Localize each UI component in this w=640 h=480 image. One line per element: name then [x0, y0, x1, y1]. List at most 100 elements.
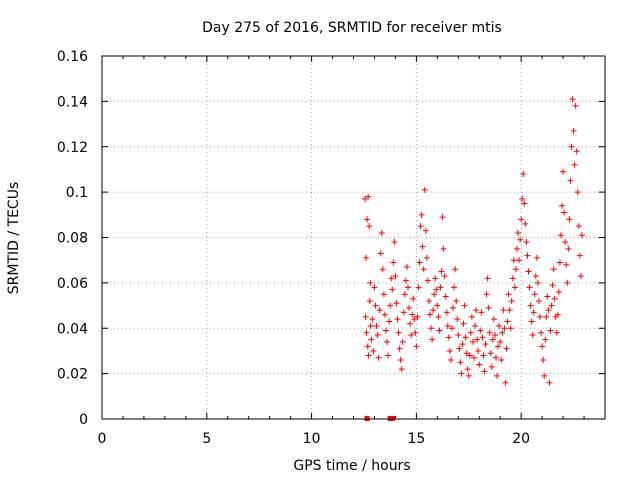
data-point [501, 325, 508, 332]
y-axis-ticks: 0 0.02 0.04 0.06 0.08 0.1 0.12 0.14 0.16 [57, 49, 605, 428]
data-point [439, 214, 446, 221]
data-point [557, 232, 564, 239]
data-point [411, 316, 418, 323]
data-point [523, 239, 530, 246]
data-point [534, 279, 541, 286]
data-point [524, 252, 531, 259]
y-tick-label: 0.06 [57, 276, 88, 292]
data-point [395, 329, 402, 336]
data-point [412, 329, 419, 336]
data-point [507, 325, 514, 332]
data-point [390, 259, 397, 266]
data-point [508, 298, 515, 305]
data-point [406, 304, 413, 311]
data-point [431, 291, 438, 298]
x-tick-label: 15 [407, 431, 425, 447]
data-point [505, 291, 512, 298]
data-point [494, 372, 501, 379]
data-point [489, 336, 496, 343]
data-point [482, 341, 489, 348]
data-point [446, 347, 453, 354]
x-axis-label: GPS time / hours [293, 458, 410, 474]
data-point [421, 186, 428, 193]
data-point [450, 304, 457, 311]
data-point [475, 347, 482, 354]
data-point [541, 372, 548, 379]
data-point [459, 341, 466, 348]
data-point [443, 309, 450, 316]
data-point [419, 243, 426, 250]
data-point [539, 343, 546, 350]
data-point [424, 277, 431, 284]
data-point [385, 352, 392, 359]
data-point [367, 322, 374, 329]
y-tick-label: 0.1 [66, 185, 88, 201]
data-point [491, 332, 498, 339]
data-point [403, 263, 410, 270]
data-point [467, 329, 474, 336]
data-point [519, 195, 526, 202]
data-point [469, 338, 476, 345]
data-point [362, 313, 369, 320]
data-point [528, 318, 535, 325]
chart-title: Day 275 of 2016, SRMTID for receiver mti… [202, 20, 502, 36]
data-point [381, 311, 388, 318]
data-point [559, 202, 566, 209]
data-point [365, 193, 372, 200]
data-point [490, 316, 497, 323]
data-point [573, 148, 580, 155]
data-point [455, 332, 462, 339]
data-point [425, 298, 432, 305]
data-point [544, 293, 551, 300]
data-point [436, 327, 443, 334]
data-point [387, 302, 394, 309]
data-point [529, 332, 536, 339]
data-point [574, 189, 581, 196]
data-point [401, 291, 408, 298]
data-point [571, 161, 578, 168]
data-point [433, 286, 440, 293]
x-tick-label: 0 [98, 431, 107, 447]
data-point [480, 352, 487, 359]
data-point [371, 284, 378, 291]
data-point [530, 309, 537, 316]
data-point [497, 338, 504, 345]
data-point [367, 279, 374, 286]
data-point [538, 329, 545, 336]
data-point [364, 216, 371, 223]
data-point [570, 127, 577, 134]
data-point [578, 232, 585, 239]
data-point [495, 343, 502, 350]
data-point [379, 266, 386, 273]
data-point [468, 313, 475, 320]
data-point [543, 313, 550, 320]
data-point [413, 343, 420, 350]
data-point [366, 223, 373, 230]
data-point [418, 211, 425, 218]
data-point [518, 216, 525, 223]
data-point [441, 273, 448, 280]
data-point [456, 345, 463, 352]
data-point [408, 332, 415, 339]
data-point [488, 363, 495, 370]
data-point [484, 275, 491, 282]
data-point [462, 334, 469, 341]
data-point [375, 354, 382, 361]
data-point [426, 311, 433, 318]
data-point [564, 279, 571, 286]
data-point [364, 343, 371, 350]
data-point [362, 195, 369, 202]
data-point [566, 216, 573, 223]
data-point [429, 336, 436, 343]
y-tick-label: 0.16 [57, 49, 88, 65]
data-point [377, 250, 384, 257]
data-point [472, 322, 479, 329]
data-point [423, 254, 430, 261]
data-point [416, 259, 423, 266]
data-point [500, 307, 507, 314]
data-point [510, 257, 517, 264]
data-point [376, 307, 383, 314]
y-tick-label: 0.08 [57, 231, 88, 247]
data-point [506, 307, 513, 314]
data-point [540, 357, 547, 364]
